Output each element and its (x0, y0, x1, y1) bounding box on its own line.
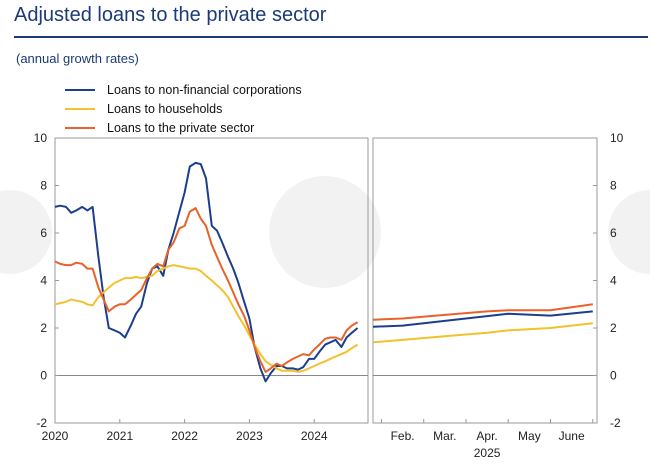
x-tick-label-left: 2022 (171, 429, 198, 443)
legend-label: Loans to the private sector (107, 121, 254, 135)
y-tick-label-left: 6 (40, 226, 47, 240)
y-tick-label-right: 0 (610, 369, 617, 383)
y-tick-label-left: 10 (34, 131, 48, 145)
y-tick-label-left: 0 (40, 369, 47, 383)
page-subtitle: (annual growth rates) (16, 51, 139, 66)
x-tick-label-right: Feb. (391, 429, 415, 443)
legend-label: Loans to households (107, 102, 222, 116)
watermark-logo-right (608, 190, 650, 274)
y-tick-label-left: 8 (40, 179, 47, 193)
x-tick-label-left: 2023 (236, 429, 263, 443)
watermark-logo-center (269, 176, 381, 288)
y-tick-label-right: 2 (610, 321, 617, 335)
x-tick-label-right: Apr. (476, 429, 497, 443)
legend-label: Loans to non-financial corporations (107, 83, 302, 97)
x-tick-label-left: 2024 (301, 429, 328, 443)
series-line-1-historical (54, 161, 359, 383)
y-tick-label-right: 4 (610, 274, 617, 288)
y-tick-label-left: 4 (40, 274, 47, 288)
panel-frame-right (372, 137, 598, 424)
y-tick-label-right: -2 (610, 416, 621, 430)
x-tick-label-left: 2021 (106, 429, 133, 443)
y-tick-label-left: 2 (40, 321, 47, 335)
watermark-logo-left (0, 190, 52, 274)
y-tick-label-right: 6 (610, 226, 617, 240)
x-year-label-right: 2025 (474, 446, 501, 460)
series-line-3-2025 (372, 303, 593, 321)
series-line-1-2025 (372, 310, 593, 328)
title-divider (14, 36, 648, 38)
x-tick-label-right: May (518, 429, 541, 443)
x-tick-label-right: June (559, 429, 585, 443)
y-tick-label-left: -2 (36, 416, 47, 430)
y-tick-label-right: 10 (610, 131, 624, 145)
y-tick-label-right: 8 (610, 179, 617, 193)
series-line-2-2025 (372, 322, 593, 344)
x-tick-label-left: 2020 (42, 429, 69, 443)
x-tick-label-right: Mar. (433, 429, 456, 443)
series-line-2-historical (54, 264, 359, 373)
series-line-3-historical (54, 207, 359, 373)
page-title: Adjusted loans to the private sector (14, 4, 327, 26)
